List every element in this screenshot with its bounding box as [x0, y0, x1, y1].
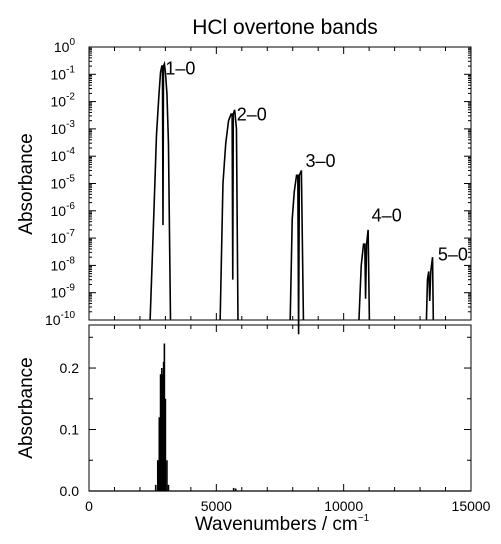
top-y-tick-label: 100	[54, 37, 76, 55]
top-y-tick-label: 10-3	[51, 119, 76, 137]
band-line	[290, 170, 303, 334]
tick-base: 10	[51, 230, 67, 246]
band-line	[426, 257, 433, 320]
band-annotation: 5–0	[438, 245, 468, 265]
tick-exponent: -3	[66, 119, 75, 130]
tick-base: 10	[51, 66, 67, 82]
tick-base: 10	[51, 148, 67, 164]
x-axis-label-exponent: −1	[358, 513, 370, 524]
tick-base: 10	[51, 257, 67, 273]
tick-base: 10	[51, 203, 67, 219]
tick-base: 10	[54, 39, 70, 55]
top-band-lines	[150, 64, 433, 334]
bottom-y-axis-label: Absorbance	[16, 357, 37, 458]
band-annotation: 3–0	[305, 151, 335, 171]
band-annotations: 1–0 2–0 3–0 4–0 5–0	[165, 58, 468, 264]
tick-exponent: -4	[66, 146, 75, 157]
band-annotation: 4–0	[372, 206, 402, 226]
tick-base: 10	[51, 176, 67, 192]
bottom-spectrum-lines	[89, 343, 471, 491]
tick-base: 10	[51, 121, 67, 137]
tick-exponent: -1	[66, 64, 75, 75]
bottom-x-tick-label: 0	[85, 498, 93, 514]
top-panel: 10010-110-210-310-410-510-610-710-810-91…	[16, 37, 471, 334]
bottom-y-tick-label: 0.2	[60, 360, 80, 376]
top-y-axis-label: Absorbance	[16, 133, 37, 234]
tick-exponent: -8	[66, 255, 75, 266]
band-line	[150, 64, 170, 320]
tick-exponent: -6	[66, 201, 75, 212]
tick-exponent: 0	[69, 37, 75, 48]
bottom-x-tick-label: 10000	[324, 498, 363, 514]
x-axis-label-text: Wavenumbers / cm	[195, 514, 358, 535]
top-y-tick-label: 10-8	[51, 255, 76, 273]
band-annotation: 2–0	[237, 105, 267, 125]
top-y-tick-label: 10-6	[51, 201, 76, 219]
band-line	[220, 110, 238, 320]
top-y-tick-label: 10-5	[51, 174, 76, 192]
top-y-tick-labels: 10010-110-210-310-410-510-610-710-810-91…	[45, 37, 75, 328]
tick-exponent: -7	[66, 228, 75, 239]
chart-title: HCl overtone bands	[192, 16, 378, 39]
tick-base: 10	[51, 94, 67, 110]
bottom-x-tick-label: 5000	[201, 498, 232, 514]
bottom-x-tick-label: 15000	[452, 498, 491, 514]
top-y-ticks	[89, 47, 471, 320]
bottom-x-ticks: 0 5000 10000 15000	[85, 325, 491, 514]
tick-exponent: -5	[66, 174, 75, 185]
tick-exponent: -9	[66, 283, 75, 294]
bottom-y-tick-label: 0.0	[60, 483, 80, 499]
top-y-tick-label: 10-7	[51, 228, 76, 246]
tick-exponent: -10	[61, 310, 76, 321]
x-axis-label: Wavenumbers / cm−1	[195, 513, 370, 535]
top-y-tick-label: 10-10	[45, 310, 75, 328]
bottom-y-ticks: 0.0 0.1 0.2	[60, 337, 471, 499]
bottom-plot-frame	[89, 325, 471, 491]
band-annotation: 1–0	[165, 58, 195, 78]
band-line	[359, 230, 369, 320]
top-y-tick-label: 10-2	[51, 92, 76, 110]
tick-base: 10	[45, 312, 61, 328]
top-y-tick-label: 10-1	[51, 64, 76, 82]
top-y-tick-label: 10-4	[51, 146, 76, 164]
tick-base: 10	[51, 285, 67, 301]
bottom-panel: 0.0 0.1 0.2 0 5000 10000 15000 Absorbance Wav…	[16, 325, 491, 535]
top-y-tick-label: 10-9	[51, 283, 76, 301]
tick-exponent: -2	[66, 92, 75, 103]
top-plot-frame	[89, 47, 471, 320]
bottom-y-tick-label: 0.1	[60, 422, 80, 438]
